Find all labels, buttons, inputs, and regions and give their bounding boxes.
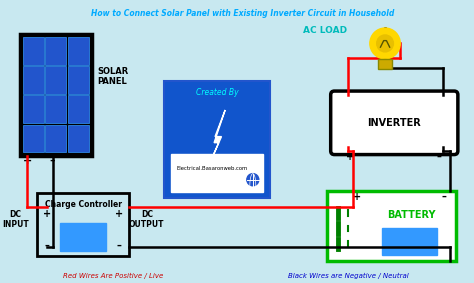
FancyBboxPatch shape — [60, 223, 106, 251]
FancyBboxPatch shape — [23, 125, 44, 153]
Polygon shape — [210, 110, 225, 163]
Text: INVERTER: INVERTER — [367, 118, 421, 128]
FancyBboxPatch shape — [23, 95, 44, 123]
FancyBboxPatch shape — [46, 66, 66, 94]
Text: Red Wires Are Positive / Live: Red Wires Are Positive / Live — [63, 273, 164, 279]
FancyBboxPatch shape — [164, 81, 270, 198]
FancyBboxPatch shape — [328, 190, 456, 261]
Text: –: – — [117, 241, 122, 251]
Text: –: – — [437, 152, 442, 162]
Text: +: + — [22, 156, 32, 166]
Text: SOLAR
PANEL: SOLAR PANEL — [97, 67, 128, 86]
Circle shape — [247, 173, 259, 186]
Text: –: – — [442, 192, 447, 202]
FancyBboxPatch shape — [23, 37, 44, 65]
Text: –: – — [50, 156, 55, 166]
FancyBboxPatch shape — [46, 125, 66, 153]
Text: Electrical.Basaronweb.com: Electrical.Basaronweb.com — [177, 166, 248, 171]
Text: DC
INPUT: DC INPUT — [2, 210, 29, 230]
Text: How to Connect Solar Panel with Existing Inverter Circuit in Household: How to Connect Solar Panel with Existing… — [91, 8, 394, 18]
FancyBboxPatch shape — [382, 228, 437, 255]
Text: DC
OUTPUT: DC OUTPUT — [129, 210, 164, 230]
Text: +: + — [346, 152, 354, 162]
Text: Created By: Created By — [196, 88, 238, 97]
FancyBboxPatch shape — [46, 95, 66, 123]
Text: AC LOAD: AC LOAD — [303, 26, 347, 35]
Text: Charge Controller: Charge Controller — [45, 200, 122, 209]
FancyBboxPatch shape — [68, 95, 89, 123]
Text: +: + — [115, 209, 123, 219]
FancyBboxPatch shape — [46, 37, 66, 65]
FancyBboxPatch shape — [378, 59, 392, 69]
FancyBboxPatch shape — [68, 37, 89, 65]
Text: –: – — [45, 241, 50, 251]
Circle shape — [377, 35, 393, 52]
Text: Black Wires are Negative / Neutral: Black Wires are Negative / Neutral — [288, 273, 409, 279]
Text: +: + — [43, 209, 51, 219]
Text: BATTERY: BATTERY — [387, 210, 436, 220]
FancyBboxPatch shape — [68, 66, 89, 94]
FancyBboxPatch shape — [331, 91, 458, 155]
FancyBboxPatch shape — [23, 66, 44, 94]
FancyBboxPatch shape — [171, 154, 263, 192]
Circle shape — [370, 28, 400, 59]
FancyBboxPatch shape — [68, 125, 89, 153]
Text: +: + — [353, 192, 361, 202]
FancyBboxPatch shape — [37, 193, 129, 256]
FancyBboxPatch shape — [20, 34, 91, 156]
